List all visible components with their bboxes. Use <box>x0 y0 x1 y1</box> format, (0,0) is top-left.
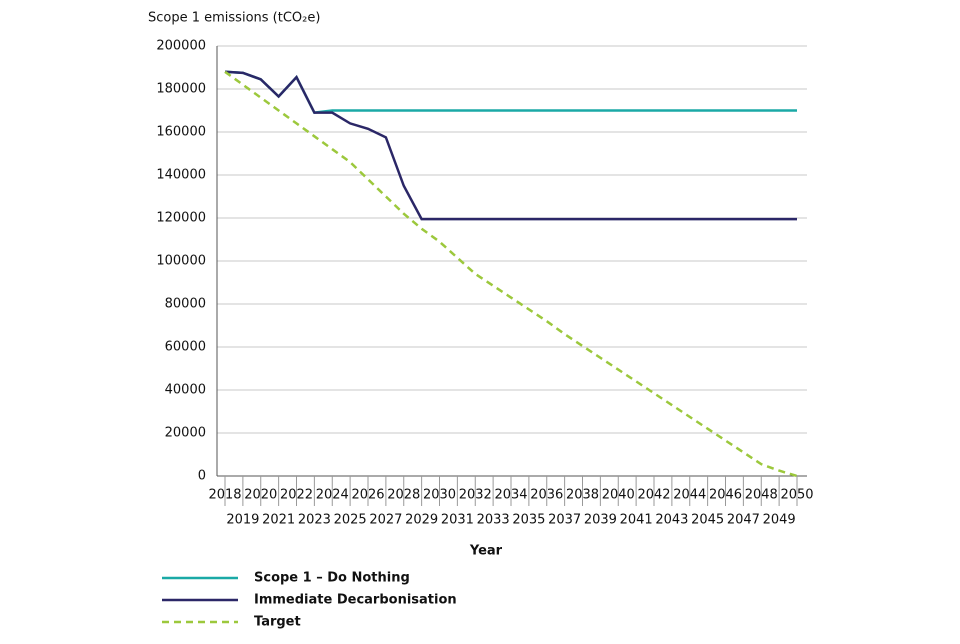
y-tick-label: 100000 <box>156 254 206 269</box>
x-tick-label: 2042 <box>637 488 670 503</box>
x-axis-label: Year <box>469 544 503 559</box>
x-tick-label: 2032 <box>459 488 492 503</box>
x-tick-label: 2049 <box>763 513 796 528</box>
y-tick-label: 200000 <box>156 39 206 54</box>
legend-label: Target <box>254 615 301 630</box>
series-line <box>224 70 797 221</box>
legend-label: Immediate Decarbonisation <box>254 593 457 608</box>
x-tick-label: 2024 <box>316 488 349 503</box>
x-tick-label: 2022 <box>280 488 313 503</box>
x-tick-label: 2036 <box>530 488 563 503</box>
x-tick-label: 2026 <box>351 488 384 503</box>
x-tick-label: 2034 <box>494 488 527 503</box>
x-tick-label: 2043 <box>655 513 688 528</box>
legend-label: Scope 1 – Do Nothing <box>254 571 410 586</box>
x-tick-label: 2033 <box>477 513 510 528</box>
x-tick-label: 2041 <box>620 513 653 528</box>
series-line <box>224 70 798 478</box>
x-tick-label: 2029 <box>405 513 438 528</box>
x-tick-label: 2037 <box>548 513 581 528</box>
x-tick-label: 2050 <box>780 488 813 503</box>
y-tick-label: 60000 <box>165 340 206 355</box>
x-tick-label: 2044 <box>673 488 706 503</box>
y-tick-label: 120000 <box>156 211 206 226</box>
x-tick-label: 2046 <box>709 488 742 503</box>
y-tick-label: 0 <box>198 469 206 484</box>
x-tick-label: 2031 <box>441 513 474 528</box>
x-tick-label: 2030 <box>423 488 456 503</box>
x-tick-label: 2018 <box>208 488 241 503</box>
y-tick-label: 180000 <box>156 82 206 97</box>
chart-title: Scope 1 emissions (tCO₂e) <box>148 11 320 26</box>
y-tick-label: 80000 <box>165 297 206 312</box>
x-tick-label: 2023 <box>298 513 331 528</box>
y-tick-label: 140000 <box>156 168 206 183</box>
y-tick-label: 160000 <box>156 125 206 140</box>
x-tick-label: 2028 <box>387 488 420 503</box>
y-tick-label: 20000 <box>165 426 206 441</box>
x-tick-label: 2019 <box>226 513 259 528</box>
y-tick-label: 40000 <box>165 383 206 398</box>
x-tick-label: 2021 <box>262 513 295 528</box>
x-tick-label: 2047 <box>727 513 760 528</box>
x-tick-label: 2040 <box>602 488 635 503</box>
x-tick-label: 2045 <box>691 513 724 528</box>
x-tick-label: 2035 <box>512 513 545 528</box>
x-tick-label: 2020 <box>244 488 277 503</box>
x-tick-label: 2048 <box>745 488 778 503</box>
x-tick-label: 2025 <box>334 513 367 528</box>
x-tick-label: 2038 <box>566 488 599 503</box>
x-tick-label: 2039 <box>584 513 617 528</box>
x-tick-label: 2027 <box>369 513 402 528</box>
